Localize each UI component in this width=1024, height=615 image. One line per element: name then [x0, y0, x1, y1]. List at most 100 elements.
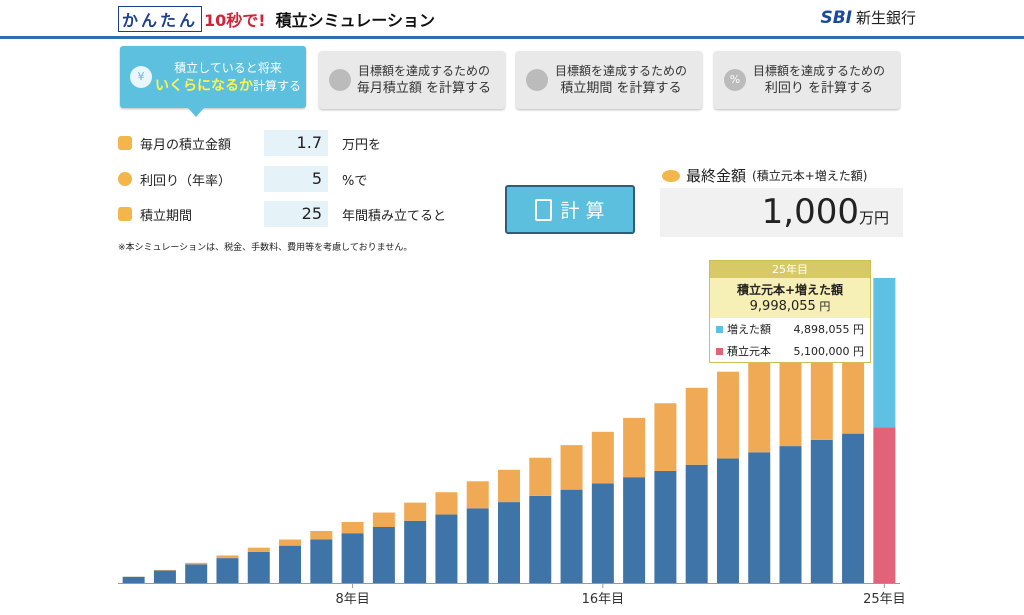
bar-segment	[122, 576, 145, 583]
disclaimer: ※本シミュレーションは、税金、手数料、費用等を考慮しておりません。	[118, 243, 413, 253]
tab-icon	[526, 69, 548, 91]
bar-segment	[529, 457, 552, 496]
field-input[interactable]: 25	[264, 201, 328, 227]
bar-segment	[591, 483, 614, 583]
legend-label: 積立元本	[727, 345, 771, 358]
legend-swatch	[716, 325, 723, 333]
legend-label: 増えた額	[727, 323, 771, 336]
bar-segment	[716, 371, 739, 459]
tab-line: いくらになるか計算する	[120, 77, 306, 95]
bar-segment	[654, 470, 677, 583]
bar-segment	[372, 512, 395, 527]
field-label: 毎月の積立金額	[140, 137, 232, 153]
bar-segment	[404, 502, 427, 521]
tooltip-total: 積立元本+増えた額 9,998,055 円	[710, 278, 870, 318]
tab-icon: ¥	[130, 66, 152, 88]
tab-text: 計算する	[252, 79, 301, 93]
bar-segment	[341, 521, 364, 534]
bar-segment	[779, 336, 802, 447]
bar-segment	[247, 547, 270, 552]
tab-line: 毎月積立額 を計算する	[356, 81, 492, 96]
field-input[interactable]: 5	[264, 166, 328, 192]
tab-line: 利回り を計算する	[764, 81, 874, 96]
tooltip: 25年目 積立元本+増えた額 9,998,055 円 増えた額 4,898,055…	[709, 260, 871, 363]
bar-segment	[560, 489, 583, 583]
result-box: 1,000万円	[660, 188, 903, 237]
icon	[662, 169, 680, 182]
tab-line: 目標額を達成するための	[357, 64, 490, 78]
field-label: 利回り（年率）	[140, 173, 232, 189]
bar-segment	[185, 564, 208, 583]
logo-left: かんたん	[118, 6, 203, 32]
x-tick-label: 16年目	[582, 592, 625, 607]
tooltip-total-label: 積立元本+増えた額	[736, 283, 844, 297]
tab-line: 目標額を達成するための	[752, 64, 885, 78]
bar-segment	[529, 495, 552, 583]
field-unit: %で	[342, 173, 368, 189]
tooltip-unit: 円	[853, 323, 864, 336]
bar-segment	[623, 417, 646, 478]
result-subtitle: (積立元本+増えた額)	[752, 169, 868, 183]
bar-segment	[685, 387, 708, 465]
result-label: 最終金額 (積立元本+増えた額)	[662, 165, 867, 186]
tab-line: 積立期間 を計算する	[560, 81, 682, 96]
bar-segment	[153, 569, 176, 571]
logo: かんたん 10秒で! 積立シミュレーション	[118, 6, 435, 32]
tab[interactable]: 目標額を達成するための 毎月積立額 を計算する	[319, 51, 505, 109]
bank-logo: SBI 新生銀行	[820, 7, 916, 28]
tooltip-value: 4,898,055	[793, 322, 850, 336]
tooltip-value: 5,100,000	[793, 344, 850, 358]
page-title: 積立シミュレーション	[275, 11, 435, 30]
bar-segment	[279, 545, 302, 583]
bar-segment	[466, 508, 489, 583]
logo-right: 10秒で!	[204, 11, 266, 30]
bar-segment	[779, 446, 802, 583]
field-unit: 年間積み立てると	[342, 208, 447, 224]
bank-name: 新生銀行	[855, 9, 916, 27]
bar-segment	[591, 431, 614, 484]
tab-line: 積立していると将来	[174, 61, 282, 75]
result-title: 最終金額	[686, 167, 747, 185]
field-unit: 万円を	[342, 137, 382, 153]
bar-segment	[435, 514, 458, 583]
calculate-button[interactable]: 計 算	[505, 185, 635, 234]
tooltip-row: 増えた額 4,898,055 円	[710, 318, 870, 340]
bar-segment	[216, 558, 239, 583]
bar-segment	[842, 433, 865, 583]
bar-segment	[372, 526, 395, 583]
header-line	[0, 36, 1024, 39]
bar-segment	[654, 403, 677, 471]
legend-swatch	[716, 347, 723, 355]
tab[interactable]: % 目標額を達成するための 利回り を計算する	[714, 51, 900, 109]
form-row: 積立期間 25 年間積み立てると	[118, 201, 446, 227]
tab-icon	[329, 69, 351, 91]
bar-segment	[560, 445, 583, 490]
tooltip-total-value: 9,998,055	[749, 299, 816, 314]
result-value: 1,000	[761, 192, 859, 232]
tooltip-unit: 円	[853, 345, 864, 358]
tab-icon: %	[724, 69, 746, 91]
tab[interactable]: 目標額を達成するための 積立期間 を計算する	[516, 51, 702, 109]
bar-segment	[498, 502, 520, 583]
result-unit: 万円	[858, 209, 889, 227]
form-row: 利回り（年率） 5 %で	[118, 166, 367, 192]
bar-segment	[498, 469, 520, 503]
bar-segment	[341, 533, 364, 583]
form-row: 毎月の積立金額 1.7 万円を	[118, 130, 381, 156]
button-icon	[535, 198, 553, 221]
tab-line: 目標額を達成するための	[554, 64, 687, 78]
tab[interactable]: ¥ 積立していると将来 いくらになるか計算する	[120, 46, 306, 108]
field-input[interactable]: 1.7	[264, 130, 328, 156]
bar-segment	[748, 452, 771, 583]
button-label: 計 算	[560, 200, 605, 222]
bank-mark: SBI	[820, 7, 852, 28]
x-tick-label: 8年目	[335, 592, 369, 607]
bar-segment	[685, 464, 708, 583]
bar-segment	[279, 539, 302, 546]
bar-segment	[748, 354, 771, 453]
bar-segment	[185, 562, 208, 565]
tooltip-unit: 円	[819, 300, 831, 313]
tooltip-title: 25年目	[710, 261, 870, 278]
